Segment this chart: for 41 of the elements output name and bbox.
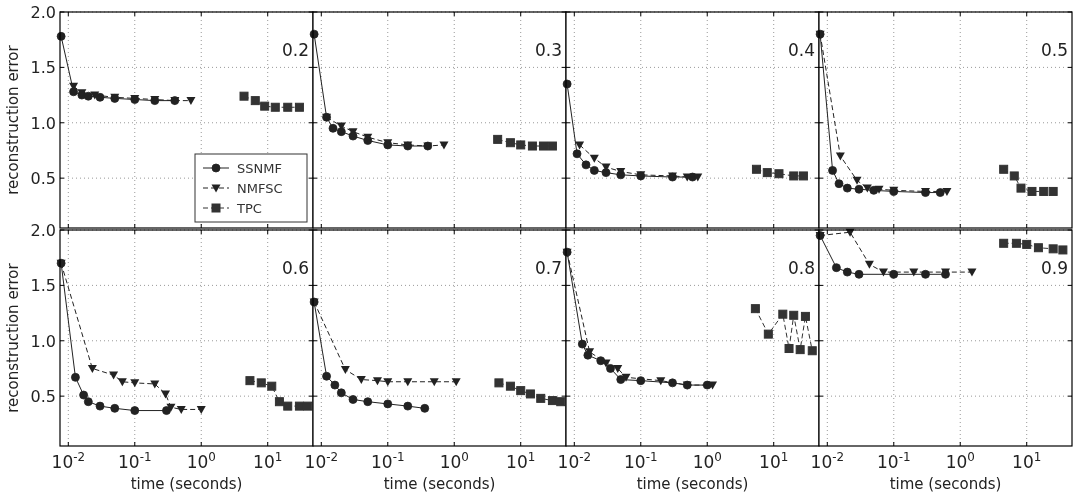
x-tick-label: 10$^{-2}$ [51,450,86,472]
x-tick-label: 10$^{0}$ [692,450,722,472]
y-tick-label: 1.0 [30,113,56,133]
x-tick-label: 10$^{1}$ [759,450,789,472]
annotation: 0.7 [534,258,562,278]
x-tick-label: 10$^{-2}$ [304,450,339,472]
legend-label: TPC [236,201,262,216]
y-axis-title: reconstruction error [4,44,22,195]
x-tick-label: 10$^{-2}$ [810,450,845,472]
x-tick-label: 10$^{-1}$ [118,450,152,472]
y-tick-label: 0.5 [30,169,56,189]
x-tick-label: 10$^{-1}$ [371,450,405,472]
x-tick-label: 10$^{0}$ [439,450,469,472]
x-tick-label: 10$^{1}$ [1012,450,1042,472]
annotation: 0.3 [534,40,562,60]
x-axis-title: time (seconds) [383,475,496,493]
legend-label: NMFSC [237,181,283,196]
x-tick-label: 10$^{-2}$ [557,450,592,472]
y-tick-label: 1.0 [30,331,56,351]
x-tick-label: 10$^{1}$ [506,450,536,472]
annotation: 0.6 [281,258,309,278]
y-tick-label: 2.0 [30,221,56,240]
x-tick-label: 10$^{1}$ [253,450,283,472]
x-axis-title: time (seconds) [889,475,1002,493]
annotation: 0.9 [1040,258,1068,278]
annotation: 0.8 [787,258,815,278]
x-tick-label: 10$^{0}$ [945,450,975,472]
x-tick-label: 10$^{-1}$ [877,450,911,472]
annotation: 0.2 [281,40,309,60]
y-tick-label: 1.5 [30,276,56,296]
legend-label: SSNMF [237,161,282,176]
annotation: 0.5 [1040,40,1068,60]
x-tick-label: 10$^{0}$ [186,450,216,472]
x-axis-title: time (seconds) [130,475,243,493]
y-tick-label: 1.5 [30,58,56,78]
y-axis-title: reconstruction error [4,262,22,413]
annotation: 0.4 [787,40,815,60]
y-tick-label: 0.5 [30,387,56,407]
y-tick-label: 2.0 [30,3,56,22]
x-axis-title: time (seconds) [636,475,749,493]
x-tick-label: 10$^{-1}$ [624,450,658,472]
